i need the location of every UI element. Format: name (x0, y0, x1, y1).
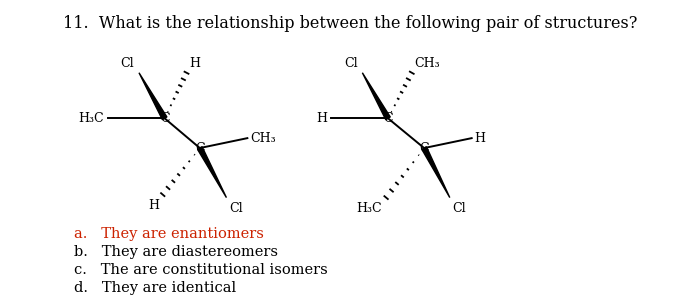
Text: H: H (316, 112, 327, 125)
Text: Cl: Cl (344, 57, 358, 70)
Text: CH₃: CH₃ (250, 132, 276, 145)
Text: H: H (148, 199, 159, 212)
Text: CH₃: CH₃ (414, 57, 440, 70)
Text: C: C (195, 142, 204, 155)
Text: b.   They are diastereomers: b. They are diastereomers (74, 245, 279, 259)
Polygon shape (139, 73, 167, 120)
Text: d.   They are identical: d. They are identical (74, 281, 237, 295)
Text: H: H (475, 132, 486, 145)
Text: H: H (190, 57, 200, 70)
Text: Cl: Cl (120, 57, 134, 70)
Text: a.   They are enantiomers: a. They are enantiomers (74, 227, 264, 241)
Polygon shape (197, 147, 226, 198)
Text: C: C (160, 112, 169, 125)
Text: Cl: Cl (230, 201, 243, 215)
Text: C: C (419, 142, 429, 155)
Text: 11.  What is the relationship between the following pair of structures?: 11. What is the relationship between the… (63, 15, 637, 32)
Text: Cl: Cl (453, 201, 466, 215)
Polygon shape (363, 73, 391, 120)
Text: H₃C: H₃C (357, 201, 382, 215)
Polygon shape (422, 147, 450, 198)
Text: H₃C: H₃C (78, 112, 104, 125)
Text: C: C (383, 112, 393, 125)
Text: c.   The are constitutional isomers: c. The are constitutional isomers (74, 263, 328, 277)
